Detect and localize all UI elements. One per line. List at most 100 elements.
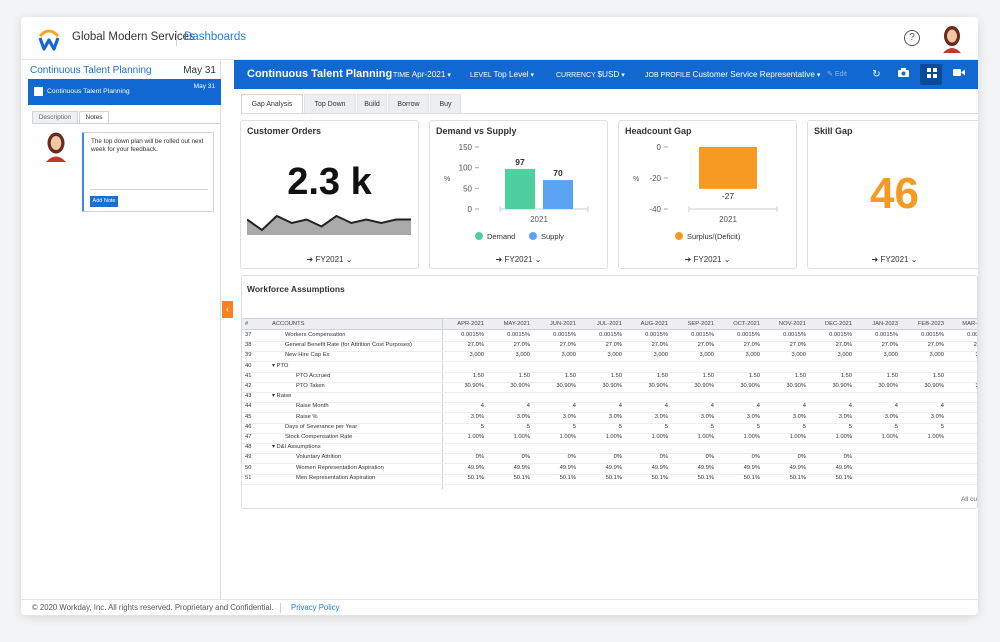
fiscal-year-selector[interactable]: ➜ FY2021 ⌄ — [495, 255, 542, 264]
grid-cell: 27.0% — [881, 342, 898, 349]
tab-borrow[interactable]: Borrow — [388, 94, 429, 114]
grid-cell: 5 — [618, 423, 622, 430]
y-tick-label: -40 — [649, 205, 661, 214]
x-tick-label: 2021 — [530, 215, 548, 224]
filter-level[interactable]: LEVEL Top Level ▾ — [470, 70, 535, 79]
headcount-gap-card[interactable]: Headcount Gap -40 -20 0% 2021 -27 Surplus/(D… — [618, 120, 797, 269]
filter-currency[interactable]: CURRENCY $USD ▾ — [556, 70, 625, 79]
video-icon[interactable] — [952, 68, 965, 81]
row-number: 42 — [245, 383, 252, 389]
grid-cell: 3,000 — [946, 352, 977, 358]
help-icon[interactable]: ? — [904, 30, 920, 46]
tab-gap-analysis[interactable]: Gap Analysis — [241, 94, 303, 114]
edit-label: Edit — [834, 71, 847, 78]
refresh-icon[interactable]: ↻ — [872, 69, 881, 80]
grid-cell: 3,000 — [653, 352, 668, 359]
add-note-button[interactable]: Add Note — [90, 196, 118, 207]
row-divider — [242, 412, 977, 414]
left-panel-title[interactable]: Continuous Talent Planning — [30, 65, 152, 76]
tab-top-down[interactable]: Top Down — [304, 94, 356, 114]
workday-logo-icon[interactable] — [38, 27, 60, 51]
edit-button[interactable]: ✎ Edit — [827, 70, 847, 78]
grid-cell: 1.5 — [946, 373, 977, 379]
grid-cell: 5 — [756, 423, 760, 430]
notes-panel: The top down plan will be rolled out nex… — [32, 123, 220, 598]
filter-job-profile[interactable]: JOB PROFILE Customer Service Representat… — [645, 70, 821, 79]
note-card: The top down plan will be rolled out nex… — [82, 132, 214, 212]
grid-cell: 0.0015% — [645, 332, 668, 338]
fiscal-year-selector[interactable]: ➜ FY2021 ⌄ — [306, 255, 353, 264]
skill-gap-card[interactable]: Skill Gap 46 ➜ FY2021 ⌄ — [807, 120, 978, 269]
grid-cell: 0% — [521, 454, 530, 461]
row-divider — [242, 402, 977, 404]
row-divider — [242, 341, 977, 342]
assumptions-grid[interactable]: # ACCOUNTS APR-2021 MAY-2021 JUN-2021 JUL-202… — [242, 318, 977, 489]
grid-cell: 4 — [848, 403, 852, 410]
fiscal-year-selector[interactable]: ➜ FY2021 ⌄ — [684, 255, 731, 264]
grid-cell: 3.0% — [930, 413, 944, 420]
card-title: Customer Orders — [247, 126, 322, 136]
collapse-panel-button[interactable]: ‹ — [222, 301, 233, 318]
bar-data-label: 97 — [515, 157, 525, 167]
grid-icon[interactable] — [925, 68, 938, 81]
grid-footer-text: All cu — [961, 496, 977, 503]
row-divider — [242, 463, 977, 465]
breadcrumb-dashboards[interactable]: Dashboards — [184, 31, 247, 43]
demand-vs-supply-card[interactable]: Demand vs Supply 0 50 100 150% 2021 97 70 Dema… — [429, 120, 608, 269]
plan-list-item[interactable]: Continuous Talent Planning May 31 — [28, 79, 221, 105]
user-avatar[interactable] — [940, 25, 964, 53]
grid-cell: 5 — [572, 423, 576, 430]
row-number: 44 — [245, 403, 252, 410]
grid-cell: 1.00% — [789, 434, 806, 440]
row-number: 40 — [245, 362, 252, 369]
grid-cell: 27.0% — [513, 342, 530, 349]
fiscal-year-selector[interactable]: ➜ FY2021 ⌄ — [871, 255, 918, 264]
fy-label: FY2021 — [315, 255, 344, 264]
filter-time[interactable]: TIME Apr-2021 ▾ — [393, 70, 451, 79]
y-tick-label: 150 — [459, 143, 473, 152]
row-number: 51 — [245, 474, 252, 481]
grid-cell: 0% — [475, 454, 484, 461]
filter-value: Customer Service Representative — [692, 70, 815, 79]
tab-buy[interactable]: Buy — [430, 94, 461, 114]
grid-cell: 3,000 — [469, 352, 484, 359]
grid-cell: 0% — [659, 454, 668, 461]
account-label: ▾ PTO — [272, 362, 289, 369]
column-header-month: OCT-2021 — [733, 321, 760, 327]
grid-cell: 0.0015% — [553, 332, 576, 338]
grid-cell: 3,000 — [837, 352, 852, 359]
grid-cell: 1.00 — [946, 434, 977, 440]
grid-cell: 50.1% — [513, 474, 530, 481]
row-number: 38 — [245, 342, 252, 349]
grid-cell: 1.50 — [702, 372, 714, 379]
grid-view-toggle[interactable] — [920, 64, 942, 85]
account-label: Workers Compensation — [285, 332, 346, 338]
card-title: Skill Gap — [814, 126, 853, 136]
row-divider — [242, 453, 977, 455]
row-number: 46 — [245, 423, 252, 430]
grid-cell: 3.0% — [838, 413, 852, 420]
privacy-policy-link[interactable]: Privacy Policy — [291, 603, 340, 612]
grid-cell: 1.00% — [651, 434, 668, 440]
row-number: 45 — [245, 413, 252, 420]
grid-cell: 0% — [797, 454, 806, 461]
camera-icon[interactable] — [897, 68, 910, 81]
tab-build[interactable]: Build — [357, 94, 387, 114]
column-header-month: DEC-2021 — [824, 321, 852, 327]
grid-cell: 30.90% — [924, 383, 944, 389]
grid-cell: 1.00% — [467, 434, 484, 440]
checkbox[interactable] — [34, 87, 43, 96]
row-number: 37 — [245, 332, 252, 338]
grid-cell: 27.0% — [697, 342, 714, 349]
y-axis-label: % — [444, 176, 450, 183]
filter-value: Apr-2021 — [411, 70, 446, 79]
grid-cell: 3.0% — [516, 413, 530, 420]
row-divider — [242, 351, 977, 353]
account-label: Raise Month — [296, 403, 329, 410]
grid-cell: 5 — [894, 423, 898, 430]
copyright-text: © 2020 Workday, Inc. All rights reserved… — [32, 603, 274, 612]
grid-cell: 30.90% — [464, 383, 484, 389]
customer-orders-card[interactable]: Customer Orders 2.3 k ➜ FY2021 ⌄ — [240, 120, 419, 269]
row-divider — [242, 381, 977, 383]
grid-cell: 49.9% — [605, 464, 622, 471]
